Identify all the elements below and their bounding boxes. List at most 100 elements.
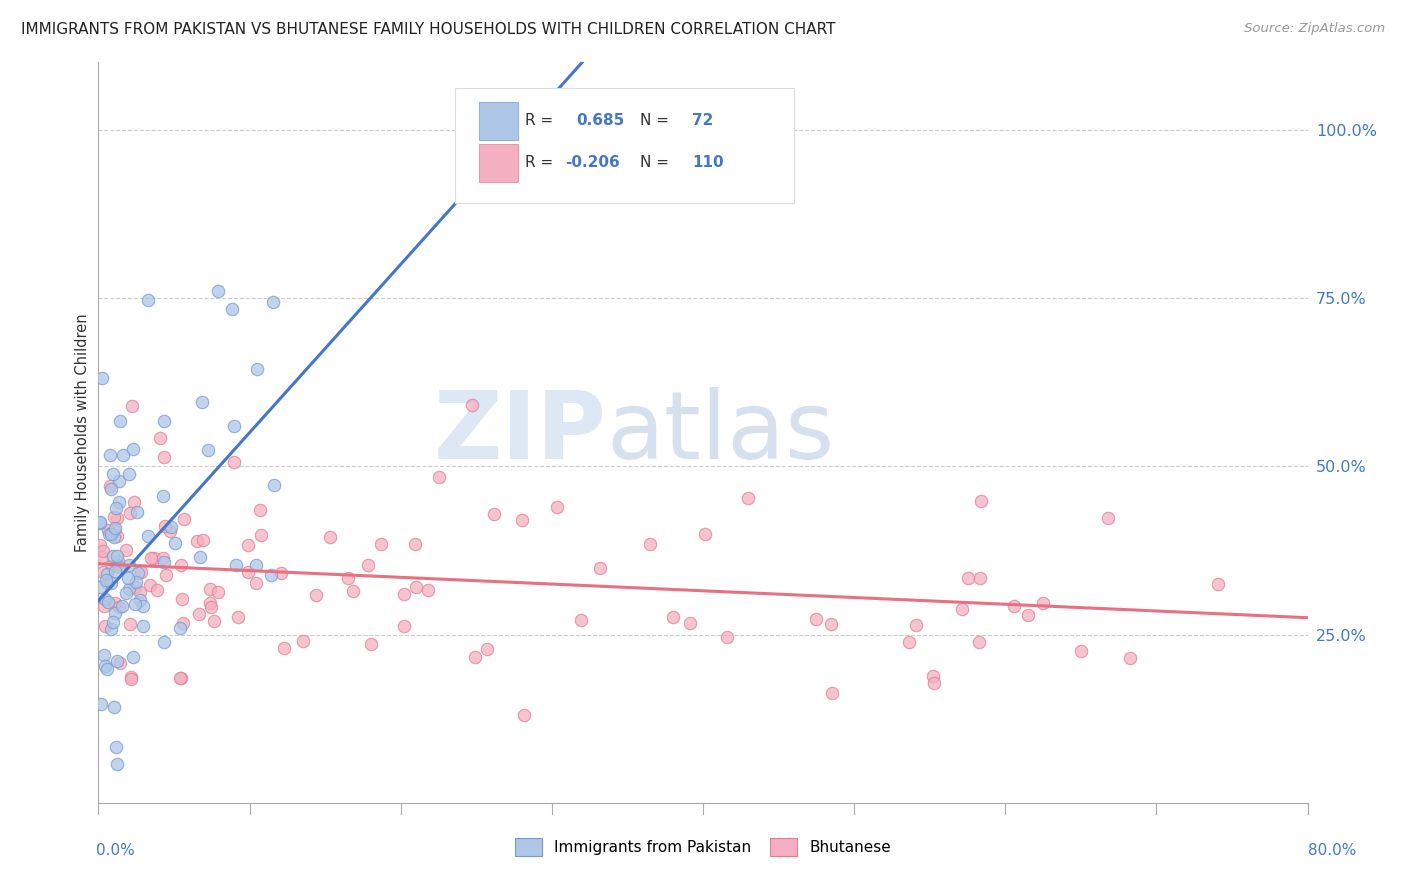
Point [165,536,187,550]
Point [153,414,176,428]
Point [98,479,121,493]
Point [1002,599,1025,614]
Point [170,591,193,606]
Point [153,450,176,464]
Point [159,524,181,538]
Point [128,584,150,599]
Point [360,637,382,651]
Point [149,431,172,445]
Text: R =: R = [526,155,558,169]
Point [108,560,131,574]
Point [94,591,117,606]
Text: atlas: atlas [606,386,835,479]
Point [122,495,145,509]
Text: 0.0%: 0.0% [96,843,135,858]
Point [93,599,115,614]
Point [104,607,127,621]
Point [105,511,128,525]
Point [105,549,128,563]
Point [94,574,117,588]
Point [821,686,844,700]
Point [695,526,717,541]
Point [970,493,993,508]
Point [370,537,392,551]
Point [897,635,920,649]
Point [318,530,340,544]
Point [90,697,112,711]
Point [112,448,135,462]
Text: 72: 72 [692,112,713,128]
Point [105,739,128,754]
Point [93,659,115,673]
Point [103,549,125,564]
Point [662,610,685,624]
Point [128,593,150,607]
Point [124,597,146,611]
Point [131,619,153,633]
Point [957,571,980,585]
Point [105,757,128,772]
Point [118,506,141,520]
Point [122,650,145,665]
Point [737,491,759,505]
Point [198,596,221,610]
Point [152,550,174,565]
Point [510,513,533,527]
Point [169,671,191,685]
Point [922,669,945,683]
Text: 110: 110 [692,155,724,169]
Point [547,500,569,515]
Point [679,616,702,631]
Point [93,619,115,633]
Text: ZIP: ZIP [433,386,606,479]
Point [200,600,222,615]
Point [482,508,505,522]
Point [245,576,267,591]
Point [103,510,125,524]
Point [107,474,129,488]
Point [104,500,127,515]
Text: Source: ZipAtlas.com: Source: ZipAtlas.com [1244,22,1385,36]
Point [120,673,142,687]
Point [155,568,177,582]
Point [197,443,219,458]
Point [108,414,131,428]
Point [225,558,247,573]
Point [1017,607,1039,622]
Point [342,583,364,598]
Point [107,600,129,615]
FancyBboxPatch shape [479,102,517,140]
Point [202,614,225,628]
Point [262,295,284,310]
Point [404,537,426,551]
Point [571,613,593,627]
Point [461,398,484,412]
Point [392,619,415,633]
Point [464,649,486,664]
Point [246,362,269,376]
Y-axis label: Family Households with Children: Family Households with Children [75,313,90,552]
Point [97,527,120,541]
Point [91,565,114,579]
Text: IMMIGRANTS FROM PAKISTAN VS BHUTANESE FAMILY HOUSEHOLDS WITH CHILDREN CORRELATIO: IMMIGRANTS FROM PAKISTAN VS BHUTANESE FA… [21,22,835,37]
Point [904,618,927,632]
Point [238,565,260,579]
Point [172,615,194,630]
Point [145,583,167,598]
Point [716,630,738,644]
Point [100,576,122,591]
Point [101,559,124,574]
Point [121,399,143,413]
Point [89,515,111,529]
Point [118,582,141,597]
Point [273,640,295,655]
Point [820,616,842,631]
Point [245,558,267,572]
Point [89,538,111,552]
Point [207,584,229,599]
Point [152,489,174,503]
Point [260,568,283,582]
Point [103,700,125,714]
Point [170,671,193,685]
Point [153,518,176,533]
